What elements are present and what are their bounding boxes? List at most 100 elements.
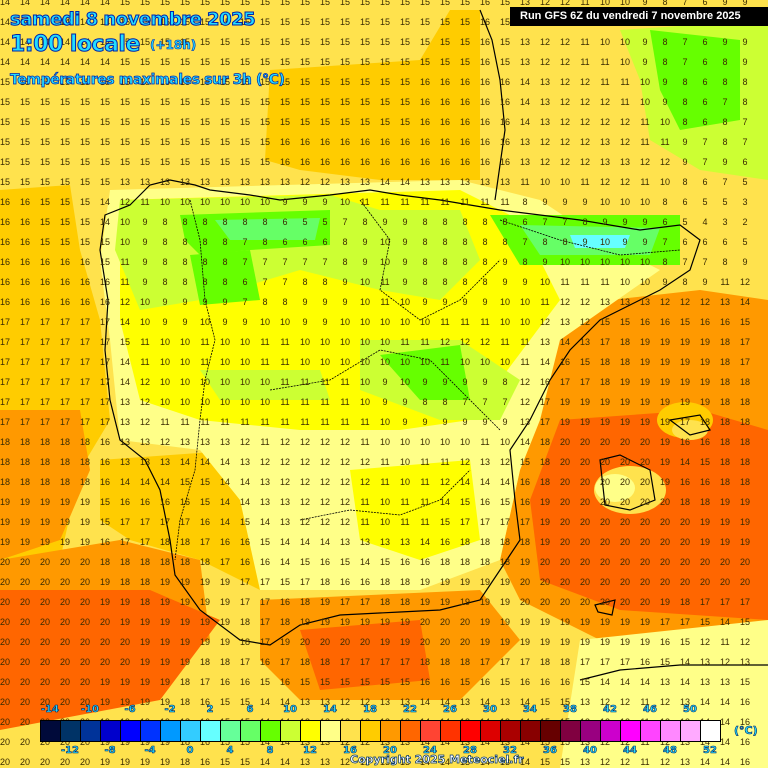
legend-bottom-label: 36: [543, 745, 558, 757]
legend-swatch: [521, 721, 541, 741]
coast-africa: [579, 664, 768, 681]
legend-top-label: 14: [323, 704, 338, 716]
legend-top-label: -2: [164, 704, 176, 716]
border-pyrenees: [499, 219, 681, 256]
field-9-central: [200, 370, 330, 400]
legend-top-label: -10: [80, 704, 100, 716]
variable-title: Températures maximales sur 3h (°C): [10, 72, 286, 89]
legend-swatch: [541, 721, 561, 741]
legend-swatch: [641, 721, 661, 741]
legend-top-label: 2: [206, 704, 214, 716]
legend-bottom-label: -4: [144, 745, 156, 757]
legend-bottom-label: -12: [60, 745, 80, 757]
color-legend: [40, 720, 721, 742]
legend-swatch: [681, 721, 701, 741]
borders: [174, 199, 681, 561]
legend-swatch: [501, 721, 521, 741]
legend-swatch: [621, 721, 641, 741]
legend-swatch: [181, 721, 201, 741]
legend-swatch: [201, 721, 221, 741]
forecast-offset: (+18h): [150, 38, 197, 53]
legend-swatch: [61, 721, 81, 741]
legend-swatch: [481, 721, 501, 741]
legend-swatch: [661, 721, 681, 741]
field-18-west: [0, 410, 90, 560]
legend-swatch: [101, 721, 121, 741]
legend-unit: (°C): [734, 724, 758, 738]
border-region-3: [359, 199, 501, 321]
legend-bottom-label: 44: [623, 745, 638, 757]
legend-swatch: [281, 721, 301, 741]
coast-mallorca: [599, 454, 656, 511]
legend-swatch: [701, 721, 720, 741]
field-15-menorca: [672, 420, 708, 440]
field-7-iberian-range: [380, 345, 470, 400]
field-20-alboran: [300, 620, 430, 690]
legend-bottom-label: 20: [383, 745, 398, 757]
legend-swatch: [341, 721, 361, 741]
legend-swatch: [401, 721, 421, 741]
legend-swatch: [441, 721, 461, 741]
legend-swatch: [41, 721, 61, 741]
legend-bottom-label: 4: [226, 745, 234, 757]
legend-swatch: [561, 721, 581, 741]
legend-swatch: [361, 721, 381, 741]
legend-bottom-label: 8: [266, 745, 274, 757]
legend-swatch: [261, 721, 281, 741]
legend-top-label: 38: [563, 704, 578, 716]
legend-swatch: [421, 721, 441, 741]
legend-swatch: [221, 721, 241, 741]
legend-swatch: [321, 721, 341, 741]
coast-france-atlantic: [479, 9, 506, 201]
legend-swatch: [461, 721, 481, 741]
legend-top-label: 6: [246, 704, 254, 716]
legend-swatch: [381, 721, 401, 741]
legend-bottom-label: -8: [104, 745, 116, 757]
legend-swatch: [161, 721, 181, 741]
field-16-biscay: [265, 10, 480, 180]
coast-menorca: [668, 414, 711, 436]
legend-swatch: [241, 721, 261, 741]
legend-top-label: -14: [40, 704, 60, 716]
legend-bottom-label: 28: [463, 745, 478, 757]
field-10-south: [350, 460, 480, 560]
legend-bottom-label: 32: [503, 745, 518, 757]
legend-swatch: [81, 721, 101, 741]
field-20-med: [530, 410, 768, 620]
field-13-mallorca: [595, 474, 635, 502]
field-17-south-portugal: [100, 450, 260, 590]
legend-top-label: -6: [124, 704, 136, 716]
legend-top-label: 46: [643, 704, 658, 716]
legend-bottom-label: 12: [303, 745, 318, 757]
legend-top-label: 26: [443, 704, 458, 716]
coast-iberia: [99, 179, 701, 646]
coast-ibiza: [594, 599, 616, 616]
legend-swatch: [601, 721, 621, 741]
border-portugal-spain: [174, 199, 216, 561]
legend-top-label: 50: [683, 704, 698, 716]
legend-swatch: [301, 721, 321, 741]
copyright: Copyright 2025 Meteociel.fr: [350, 753, 524, 767]
legend-bottom-label: 0: [186, 745, 194, 757]
legend-swatch: [121, 721, 141, 741]
field-4-cantabria: [215, 218, 320, 240]
legend-swatch: [141, 721, 161, 741]
border-region-1: [269, 349, 501, 431]
legend-bottom-label: 48: [663, 745, 678, 757]
coastline: [99, 9, 768, 681]
forecast-date: samedi 8 novembre 2025: [9, 9, 256, 31]
legend-bottom-label: 16: [343, 745, 358, 757]
run-info: Run GFS 6Z du vendredi 7 novembre 2025: [510, 7, 768, 26]
legend-top-label: 22: [403, 704, 418, 716]
border-region-2: [299, 469, 471, 521]
field-2-pyrenees-core: [570, 235, 630, 248]
legend-bottom-label: 52: [703, 745, 718, 757]
legend-top-label: 30: [483, 704, 498, 716]
field-6-galicia: [190, 250, 260, 305]
legend-top-label: 10: [283, 704, 298, 716]
legend-bottom-label: 40: [583, 745, 598, 757]
field-20-southwest: [0, 590, 220, 730]
legend-bottom-label: 24: [423, 745, 438, 757]
legend-swatch: [581, 721, 601, 741]
